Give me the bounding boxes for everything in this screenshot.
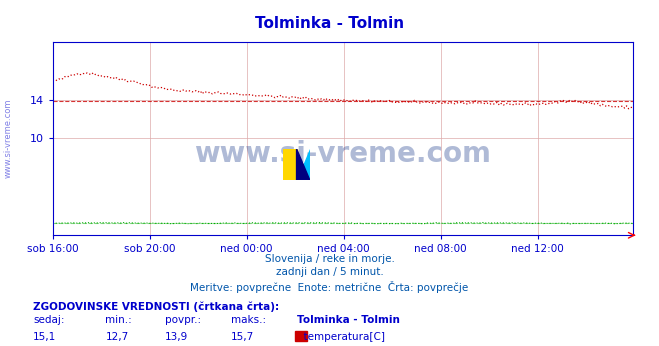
Text: www.si-vreme.com: www.si-vreme.com [3, 99, 13, 178]
Text: sedaj:: sedaj: [33, 315, 65, 325]
Text: 15,1: 15,1 [33, 332, 56, 342]
Text: maks.:: maks.: [231, 315, 266, 325]
Text: 13,9: 13,9 [165, 332, 188, 342]
Text: ZGODOVINSKE VREDNOSTI (črtkana črta):: ZGODOVINSKE VREDNOSTI (črtkana črta): [33, 301, 279, 311]
Text: povpr.:: povpr.: [165, 315, 201, 325]
Text: 15,7: 15,7 [231, 332, 254, 342]
Text: temperatura[C]: temperatura[C] [297, 332, 385, 342]
Text: Tolminka - Tolmin: Tolminka - Tolmin [297, 315, 399, 325]
Bar [283, 149, 297, 180]
Text: Tolminka - Tolmin: Tolminka - Tolmin [255, 16, 404, 30]
Text: Meritve: povprečne  Enote: metrične  Črta: povprečje: Meritve: povprečne Enote: metrične Črta:… [190, 281, 469, 293]
Polygon shape [297, 149, 310, 180]
Text: www.si-vreme.com: www.si-vreme.com [194, 140, 491, 168]
Text: zadnji dan / 5 minut.: zadnji dan / 5 minut. [275, 267, 384, 277]
Text: min.:: min.: [105, 315, 132, 325]
Text: 12,7: 12,7 [105, 332, 129, 342]
Polygon shape [297, 149, 310, 180]
Text: Slovenija / reke in morje.: Slovenija / reke in morje. [264, 254, 395, 264]
